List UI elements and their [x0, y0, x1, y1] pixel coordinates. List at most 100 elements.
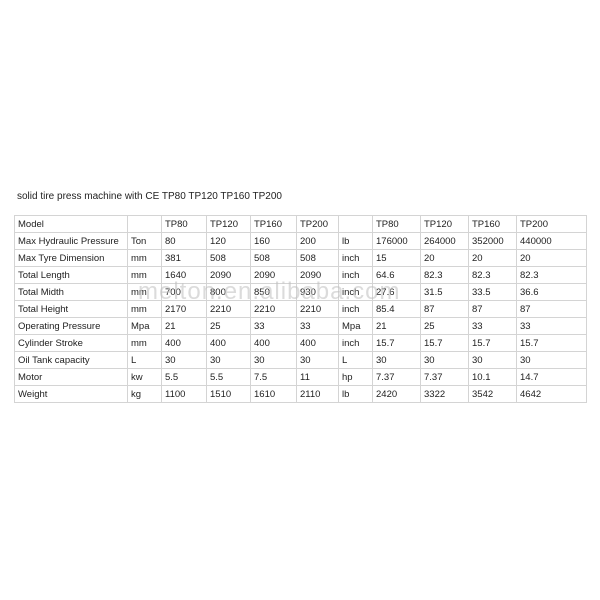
unit: inch — [338, 249, 373, 267]
value: 2110 — [296, 385, 339, 403]
value: 264000 — [420, 232, 469, 250]
value: 508 — [296, 249, 339, 267]
table-row: Total Length mm 1640 2090 2090 2090 inch 64.6 82… — [14, 266, 587, 284]
value: 82.3 — [420, 266, 469, 284]
value: 440000 — [516, 232, 587, 250]
value: 7.37 — [420, 368, 469, 386]
unit: mm — [127, 249, 162, 267]
header-label: Model — [14, 215, 128, 233]
row-label: Oil Tank capacity — [14, 351, 128, 369]
table-row: Max Hydraulic Pressure Ton 80 120 160 200 lb 17… — [14, 232, 587, 250]
value: 64.6 — [372, 266, 421, 284]
spec-table: Model TP80 TP120 TP160 TP200 TP80 TP120 TP160 TP… — [14, 215, 587, 403]
table-row: Total Height mm 2170 2210 2210 2210 inch 85.4 87… — [14, 300, 587, 318]
value: 2420 — [372, 385, 421, 403]
value: 33 — [516, 317, 587, 335]
header-model: TP200 — [516, 215, 587, 233]
value: 5.5 — [206, 368, 251, 386]
value: 400 — [250, 334, 297, 352]
table-row: Weight kg 1100 1510 1610 2110 lb 2420 3322 3542 46… — [14, 385, 587, 403]
empty-cell — [338, 215, 373, 233]
value: 33.5 — [468, 283, 517, 301]
value: 700 — [161, 283, 207, 301]
value: 2090 — [296, 266, 339, 284]
value: 7.37 — [372, 368, 421, 386]
row-label: Total Midth — [14, 283, 128, 301]
table-row: Motor kw 5.5 5.5 7.5 11 hp 7.37 7.37 10.1 14.7 — [14, 368, 587, 386]
unit: kw — [127, 368, 162, 386]
value: 33 — [250, 317, 297, 335]
value: 82.3 — [516, 266, 587, 284]
value: 15 — [372, 249, 421, 267]
value: 5.5 — [161, 368, 207, 386]
value: 85.4 — [372, 300, 421, 318]
value: 25 — [206, 317, 251, 335]
value: 11 — [296, 368, 339, 386]
empty-cell — [127, 215, 162, 233]
table-row: Operating Pressure Mpa 21 25 33 33 Mpa 21 25 33 33 — [14, 317, 587, 335]
unit: Ton — [127, 232, 162, 250]
value: 400 — [296, 334, 339, 352]
value: 508 — [206, 249, 251, 267]
header-model: TP80 — [161, 215, 207, 233]
value: 30 — [250, 351, 297, 369]
unit: mm — [127, 334, 162, 352]
value: 1610 — [250, 385, 297, 403]
value: 21 — [372, 317, 421, 335]
value: 400 — [161, 334, 207, 352]
table-row: Cylinder Stroke mm 400 400 400 400 inch 15.7 15.… — [14, 334, 587, 352]
unit: inch — [338, 283, 373, 301]
unit: L — [338, 351, 373, 369]
row-label: Max Tyre Dimension — [14, 249, 128, 267]
value: 7.5 — [250, 368, 297, 386]
value: 850 — [250, 283, 297, 301]
value: 200 — [296, 232, 339, 250]
row-label: Max Hydraulic Pressure — [14, 232, 128, 250]
value: 30 — [516, 351, 587, 369]
value: 31.5 — [420, 283, 469, 301]
value: 2210 — [250, 300, 297, 318]
value: 381 — [161, 249, 207, 267]
value: 33 — [296, 317, 339, 335]
header-model: TP160 — [468, 215, 517, 233]
table-row: Model TP80 TP120 TP160 TP200 TP80 TP120 TP160 TP… — [14, 215, 587, 233]
table-row: Oil Tank capacity L 30 30 30 30 L 30 30 30 30 — [14, 351, 587, 369]
value: 87 — [516, 300, 587, 318]
caption: solid tire press machine with CE TP80 TP… — [17, 191, 282, 202]
value: 160 — [250, 232, 297, 250]
value: 14.7 — [516, 368, 587, 386]
unit: inch — [338, 266, 373, 284]
value: 30 — [468, 351, 517, 369]
value: 800 — [206, 283, 251, 301]
value: 20 — [420, 249, 469, 267]
value: 4642 — [516, 385, 587, 403]
unit: mm — [127, 300, 162, 318]
header-model: TP120 — [206, 215, 251, 233]
unit: L — [127, 351, 162, 369]
value: 10.1 — [468, 368, 517, 386]
unit: hp — [338, 368, 373, 386]
value: 3542 — [468, 385, 517, 403]
value: 120 — [206, 232, 251, 250]
value: 25 — [420, 317, 469, 335]
unit: Mpa — [127, 317, 162, 335]
unit: lb — [338, 232, 373, 250]
value: 508 — [250, 249, 297, 267]
value: 15.7 — [468, 334, 517, 352]
unit: mm — [127, 283, 162, 301]
table-body: Model TP80 TP120 TP160 TP200 TP80 TP120 TP160 TP… — [14, 215, 587, 403]
value: 2210 — [206, 300, 251, 318]
row-label: Weight — [14, 385, 128, 403]
unit: mm — [127, 266, 162, 284]
row-label: Total Height — [14, 300, 128, 318]
unit: lb — [338, 385, 373, 403]
table-row: Total Midth mm 700 800 850 930 inch 27.6 31.5 33.… — [14, 283, 587, 301]
value: 82.3 — [468, 266, 517, 284]
value: 87 — [420, 300, 469, 318]
value: 80 — [161, 232, 207, 250]
value: 352000 — [468, 232, 517, 250]
value: 30 — [296, 351, 339, 369]
unit: inch — [338, 334, 373, 352]
row-label: Total Length — [14, 266, 128, 284]
